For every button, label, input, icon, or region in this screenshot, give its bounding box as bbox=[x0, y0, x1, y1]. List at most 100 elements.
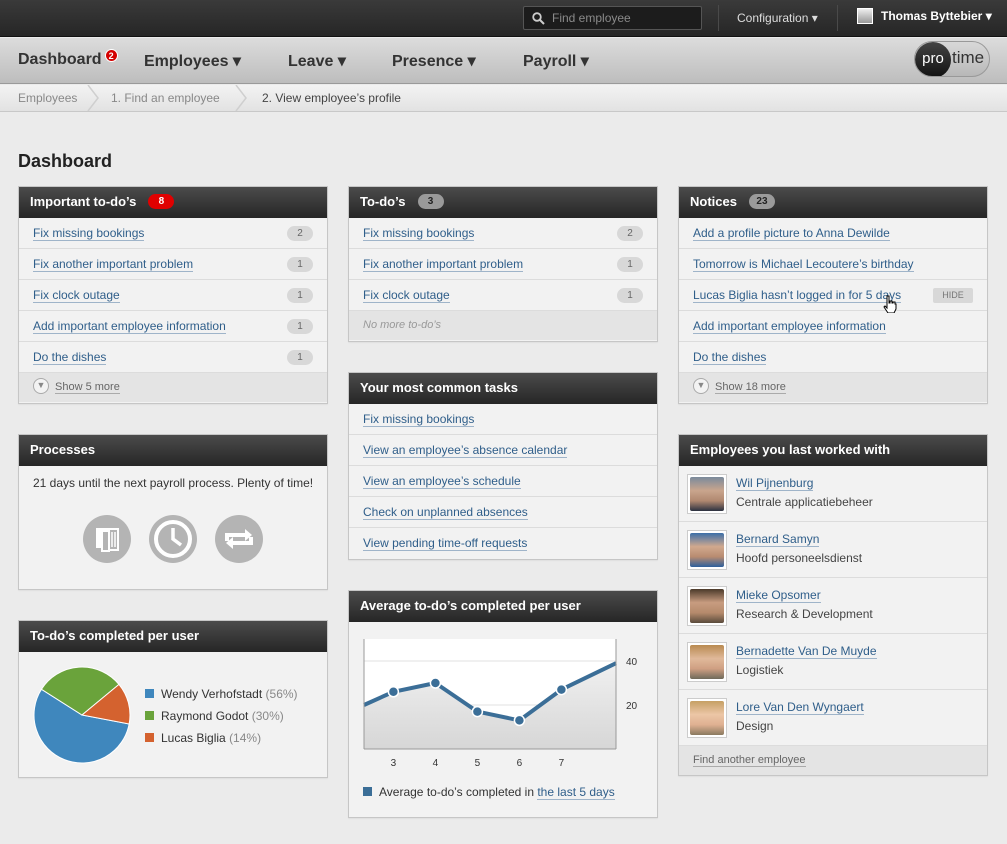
nav-payroll[interactable]: Payroll ▾ bbox=[523, 53, 589, 70]
task-link[interactable]: View an employee’s schedule bbox=[363, 474, 521, 489]
notice-link[interactable]: Add important employee information bbox=[693, 319, 886, 334]
list-item: Fix another important problem 1 bbox=[19, 249, 327, 280]
pie-slice bbox=[33, 688, 130, 764]
list-item: Do the dishes bbox=[679, 342, 987, 373]
pie-slice bbox=[40, 666, 120, 716]
search-box[interactable] bbox=[523, 6, 702, 30]
show-more-link[interactable]: Show 5 more bbox=[55, 381, 120, 394]
todo-link[interactable]: Fix missing bookings bbox=[363, 226, 475, 241]
todos-panel: To-do’s 3 Fix missing bookings 2 Fix anoth… bbox=[348, 186, 658, 342]
last-5-days-link[interactable]: the last 5 days bbox=[537, 785, 615, 800]
list-item: Fix missing bookings bbox=[349, 404, 657, 435]
breadcrumb-separator-icon bbox=[87, 85, 99, 111]
y-tick-label: 40 bbox=[626, 657, 638, 668]
panel-footer: ▼ Show 18 more bbox=[679, 373, 987, 402]
employee-name-link[interactable]: Wil Pijnenburg bbox=[736, 476, 814, 491]
repeat-icon[interactable] bbox=[214, 514, 264, 564]
search-icon bbox=[532, 12, 545, 25]
pie-chart bbox=[33, 666, 131, 764]
todo-link[interactable]: Fix clock outage bbox=[363, 288, 450, 303]
clock-icon[interactable] bbox=[148, 514, 198, 564]
panel-header: Important to-do’s 8 bbox=[19, 187, 327, 218]
list-item: View pending time-off requests bbox=[349, 528, 657, 559]
employee-role: Hoofd personeelsdienst bbox=[736, 551, 863, 565]
breadcrumb-find-employee[interactable]: 1. Find an employee bbox=[111, 91, 220, 105]
user-menu[interactable]: Thomas Byttebier ▾ bbox=[857, 8, 992, 24]
count-badge: 3 bbox=[417, 194, 444, 210]
legend-swatch bbox=[363, 787, 372, 796]
chevron-down-icon[interactable]: ▼ bbox=[693, 378, 709, 395]
employee-role: Centrale applicatiebeheer bbox=[736, 495, 873, 509]
nav-leave[interactable]: Leave ▾ bbox=[288, 53, 346, 70]
employee-photo[interactable] bbox=[687, 586, 727, 626]
configuration-menu[interactable]: Configuration ▾ bbox=[737, 11, 818, 25]
find-another-employee-link[interactable]: Find another employee bbox=[693, 754, 806, 767]
todo-link[interactable]: Fix clock outage bbox=[33, 288, 120, 303]
protime-logo[interactable]: pro time bbox=[914, 41, 990, 77]
panel-footer: ▼ Show 5 more bbox=[19, 373, 327, 402]
legend-item: Raymond Godot (30%) bbox=[145, 709, 284, 723]
chevron-down-icon[interactable]: ▼ bbox=[33, 378, 49, 395]
count-pill: 1 bbox=[287, 257, 313, 272]
search-input[interactable] bbox=[552, 10, 692, 26]
notice-link[interactable]: Do the dishes bbox=[693, 350, 767, 365]
notice-link[interactable]: Add a profile picture to Anna Dewilde bbox=[693, 226, 890, 241]
todo-link[interactable]: Fix another important problem bbox=[363, 257, 524, 272]
panel-title: Employees you last worked with bbox=[690, 442, 891, 457]
todo-link[interactable]: Add important employee information bbox=[33, 319, 226, 334]
employee-photo[interactable] bbox=[687, 530, 727, 570]
nav-presence[interactable]: Presence ▾ bbox=[392, 53, 476, 70]
panel-title: Important to-do’s bbox=[30, 194, 137, 209]
legend-swatch bbox=[145, 733, 154, 743]
list-item: Fix missing bookings 2 bbox=[349, 218, 657, 249]
data-point bbox=[387, 686, 400, 698]
employee-name-link[interactable]: Lore Van Den Wyngaert bbox=[736, 700, 864, 715]
legend-item: Wendy Verhofstadt (56%) bbox=[145, 687, 298, 701]
notification-badge: 2 bbox=[104, 49, 118, 62]
panel-header: Average to-do’s completed per user bbox=[349, 591, 657, 622]
empty-message: No more to-do’s bbox=[349, 311, 657, 340]
employee-photo[interactable] bbox=[687, 698, 727, 738]
task-link[interactable]: Check on unplanned absences bbox=[363, 505, 528, 520]
hide-button[interactable]: HIDE bbox=[933, 288, 973, 303]
task-link[interactable]: Fix missing bookings bbox=[363, 412, 475, 427]
nav-employees[interactable]: Employees ▾ bbox=[144, 53, 241, 70]
employee-photo[interactable] bbox=[687, 642, 727, 682]
employee-name-link[interactable]: Bernadette Van De Muyde bbox=[736, 644, 877, 659]
legend-label: Wendy Verhofstadt bbox=[161, 687, 263, 701]
task-link[interactable]: View pending time-off requests bbox=[363, 536, 528, 551]
legend-label: Raymond Godot bbox=[161, 709, 249, 723]
notice-link[interactable]: Tomorrow is Michael Lecoutere’s birthday bbox=[693, 257, 914, 272]
area-fill bbox=[364, 663, 616, 749]
data-point bbox=[471, 705, 484, 718]
employee-name-link[interactable]: Mieke Opsomer bbox=[736, 588, 821, 603]
todo-link[interactable]: Fix another important problem bbox=[33, 257, 194, 272]
todo-link[interactable]: Do the dishes bbox=[33, 350, 107, 365]
count-pill: 1 bbox=[287, 288, 313, 303]
employee-name-link[interactable]: Bernard Samyn bbox=[736, 532, 820, 547]
legend-label: Lucas Biglia bbox=[161, 731, 226, 745]
show-more-link[interactable]: Show 18 more bbox=[715, 381, 786, 394]
employee-photo[interactable] bbox=[687, 474, 727, 514]
notice-link[interactable]: Lucas Biglia hasn’t logged in for 5 days bbox=[693, 288, 902, 303]
employee-row: Wil Pijnenburg Centrale applicatiebeheer bbox=[679, 466, 987, 522]
task-link[interactable]: View an employee’s absence calendar bbox=[363, 443, 568, 458]
list-item: Fix missing bookings 2 bbox=[19, 218, 327, 249]
todo-link[interactable]: Fix missing bookings bbox=[33, 226, 145, 241]
page-title: Dashboard bbox=[18, 151, 113, 171]
list-item: Check on unplanned absences bbox=[349, 497, 657, 528]
nav-dashboard[interactable]: Dashboard 2 bbox=[18, 49, 118, 69]
list-item: Add important employee information bbox=[679, 311, 987, 342]
count-pill: 2 bbox=[287, 226, 313, 241]
x-tick-label: 5 bbox=[475, 758, 481, 769]
documents-icon[interactable] bbox=[82, 514, 132, 564]
panel-title: To-do’s bbox=[360, 194, 406, 209]
list-item: Fix clock outage 1 bbox=[19, 280, 327, 311]
panel-header: Processes bbox=[19, 435, 327, 466]
panel-header: Employees you last worked with bbox=[679, 435, 987, 466]
list-item: Add a profile picture to Anna Dewilde bbox=[679, 218, 987, 249]
pie-slice bbox=[80, 683, 131, 725]
breadcrumb-employees[interactable]: Employees bbox=[18, 91, 78, 105]
logo-time: time bbox=[952, 48, 985, 67]
data-point bbox=[555, 683, 568, 696]
